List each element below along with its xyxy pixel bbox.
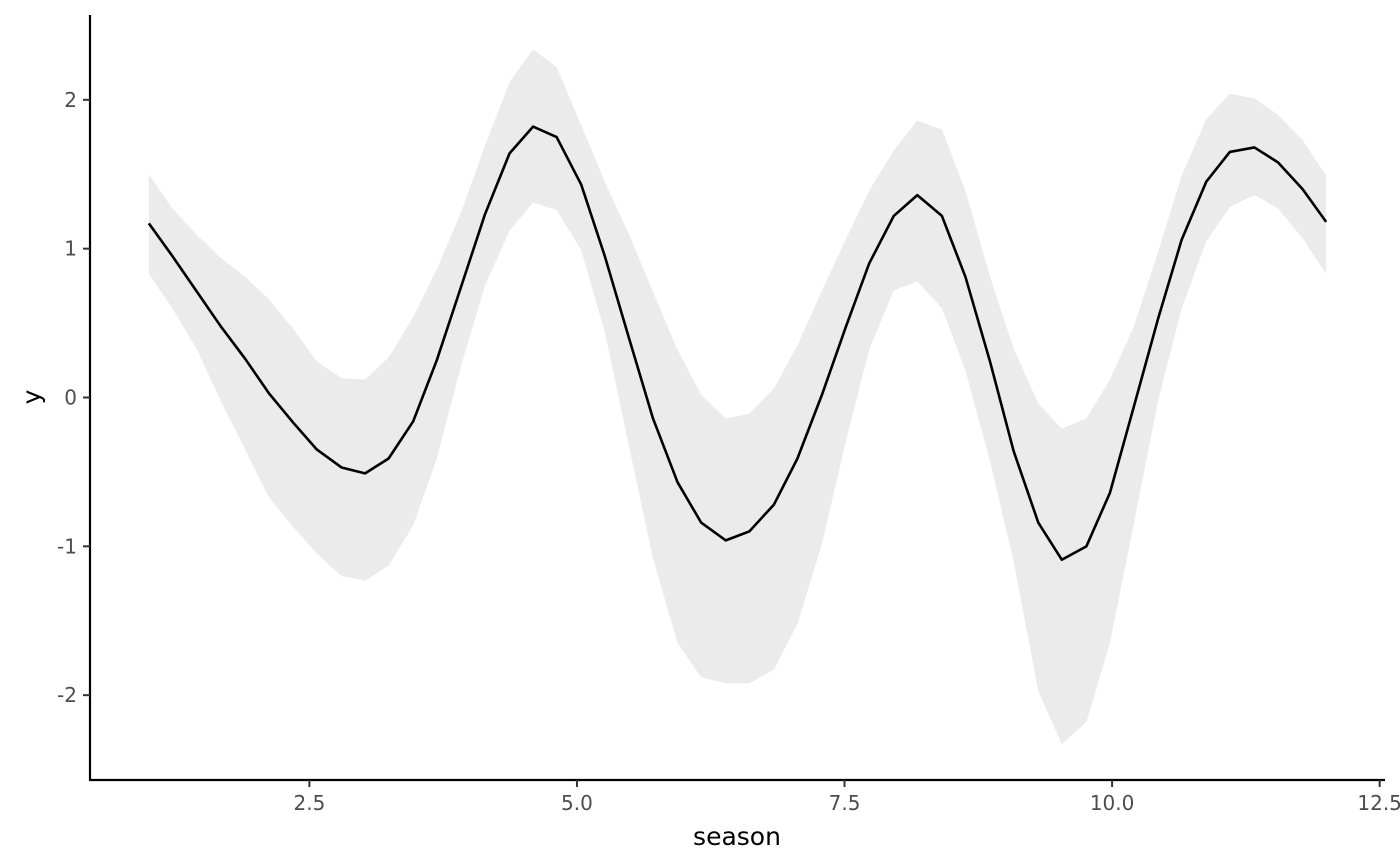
y-tick-label: 0: [64, 386, 77, 410]
confidence-ribbon-layer: [148, 49, 1327, 745]
tick-labels: 2.5 5.0 7.5 10.0 12.5 -2 -1 0 1 2: [57, 88, 1400, 815]
y-tick-label: 1: [64, 237, 77, 261]
tick-marks: [83, 98, 1381, 787]
x-tick-label: 2.5: [293, 791, 325, 815]
x-tick-label: 12.5: [1357, 791, 1400, 815]
x-tick-label: 10.0: [1090, 791, 1135, 815]
y-tick-label: -1: [57, 534, 77, 558]
x-tick-label: 5.0: [561, 791, 593, 815]
x-tick-label: 7.5: [829, 791, 861, 815]
y-tick-label: 2: [64, 88, 77, 112]
series-line: [147, 125, 1328, 562]
confidence-ribbon: [148, 49, 1327, 745]
y-axis-title: y: [17, 389, 46, 404]
y-tick-label: -2: [57, 683, 77, 707]
x-axis-title: season: [693, 822, 781, 851]
series-line-layer: [147, 125, 1328, 562]
